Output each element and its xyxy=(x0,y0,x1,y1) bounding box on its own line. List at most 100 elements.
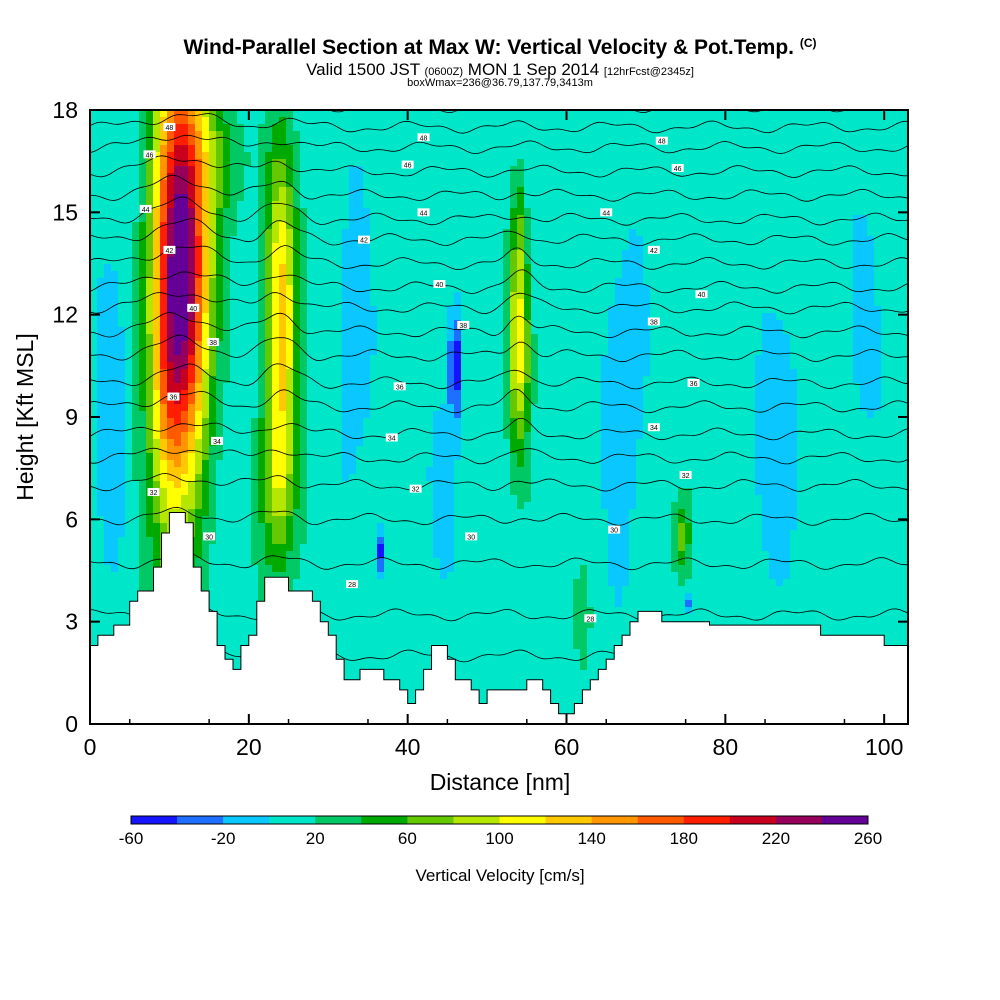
velocity-cell xyxy=(426,264,434,272)
velocity-cell xyxy=(174,467,182,475)
velocity-cell xyxy=(300,530,308,538)
velocity-cell xyxy=(440,453,448,461)
velocity-cell xyxy=(342,292,350,300)
velocity-cell xyxy=(314,236,322,244)
velocity-cell xyxy=(181,495,189,503)
velocity-cell xyxy=(356,530,364,538)
velocity-cell xyxy=(398,523,406,531)
velocity-cell xyxy=(216,586,224,594)
velocity-cell xyxy=(237,544,245,552)
velocity-cell xyxy=(251,376,259,384)
velocity-cell xyxy=(321,348,329,356)
velocity-cell xyxy=(454,243,462,251)
velocity-cell xyxy=(391,334,399,342)
velocity-cell xyxy=(167,117,175,125)
velocity-cell xyxy=(97,446,105,454)
velocity-cell xyxy=(265,467,273,475)
velocity-cell xyxy=(433,453,441,461)
velocity-cell xyxy=(258,173,266,181)
velocity-cell xyxy=(468,124,476,132)
velocity-cell xyxy=(293,586,301,594)
velocity-cell xyxy=(174,180,182,188)
velocity-cell xyxy=(475,565,483,573)
velocity-cell xyxy=(433,488,441,496)
velocity-cell xyxy=(195,502,203,510)
velocity-cell xyxy=(328,250,336,258)
velocity-cell xyxy=(328,432,336,440)
velocity-cell xyxy=(216,453,224,461)
velocity-cell xyxy=(433,145,441,153)
velocity-cell xyxy=(223,502,231,510)
velocity-cell xyxy=(174,418,182,426)
velocity-cell xyxy=(426,243,434,251)
velocity-cell xyxy=(258,474,266,482)
velocity-cell xyxy=(125,474,133,482)
velocity-cell xyxy=(90,495,98,503)
velocity-cell xyxy=(433,404,441,412)
velocity-cell xyxy=(426,376,434,384)
velocity-cell xyxy=(132,558,140,566)
velocity-cell xyxy=(426,187,434,195)
velocity-cell xyxy=(328,292,336,300)
velocity-cell xyxy=(398,579,406,587)
velocity-cell xyxy=(167,327,175,335)
velocity-cell xyxy=(293,243,301,251)
velocity-cell xyxy=(258,264,266,272)
velocity-cell xyxy=(209,502,217,510)
velocity-cell xyxy=(419,628,427,636)
velocity-cell xyxy=(300,292,308,300)
velocity-cell xyxy=(377,215,385,223)
velocity-cell xyxy=(293,362,301,370)
velocity-cell xyxy=(475,285,483,293)
velocity-cell xyxy=(300,362,308,370)
velocity-cell xyxy=(384,271,392,279)
velocity-cell xyxy=(223,250,231,258)
velocity-cell xyxy=(209,285,217,293)
velocity-cell xyxy=(118,355,126,363)
velocity-cell xyxy=(202,257,210,265)
velocity-cell xyxy=(398,166,406,174)
velocity-cell xyxy=(426,558,434,566)
velocity-cell xyxy=(356,257,364,265)
velocity-cell xyxy=(286,173,294,181)
velocity-cell xyxy=(244,250,252,258)
velocity-cell xyxy=(405,229,413,237)
velocity-cell xyxy=(398,509,406,517)
velocity-cell xyxy=(230,439,238,447)
velocity-cell xyxy=(272,271,280,279)
velocity-cell xyxy=(125,467,133,475)
velocity-cell xyxy=(398,537,406,545)
velocity-cell xyxy=(195,145,203,153)
velocity-cell xyxy=(419,292,427,300)
velocity-cell xyxy=(426,201,434,209)
velocity-cell xyxy=(174,425,182,433)
velocity-cell xyxy=(468,131,476,139)
velocity-cell xyxy=(139,488,147,496)
velocity-cell xyxy=(181,215,189,223)
velocity-cell xyxy=(188,390,196,398)
velocity-cell xyxy=(412,509,420,517)
velocity-cell xyxy=(328,320,336,328)
velocity-cell xyxy=(104,495,112,503)
velocity-cell xyxy=(314,215,322,223)
velocity-cell xyxy=(167,306,175,314)
velocity-cell xyxy=(125,334,133,342)
velocity-cell xyxy=(293,292,301,300)
velocity-cell xyxy=(412,208,420,216)
velocity-cell xyxy=(279,257,287,265)
velocity-cell xyxy=(482,369,490,377)
velocity-cell xyxy=(307,173,315,181)
velocity-cell xyxy=(461,201,469,209)
velocity-cell xyxy=(454,397,462,405)
velocity-cell xyxy=(251,397,259,405)
velocity-cell xyxy=(433,299,441,307)
velocity-cell xyxy=(153,299,161,307)
velocity-cell xyxy=(384,600,392,608)
velocity-cell xyxy=(475,159,483,167)
velocity-cell xyxy=(412,390,420,398)
velocity-cell xyxy=(125,341,133,349)
velocity-cell xyxy=(363,460,371,468)
velocity-cell xyxy=(244,278,252,286)
velocity-cell xyxy=(132,222,140,230)
velocity-cell xyxy=(349,383,357,391)
